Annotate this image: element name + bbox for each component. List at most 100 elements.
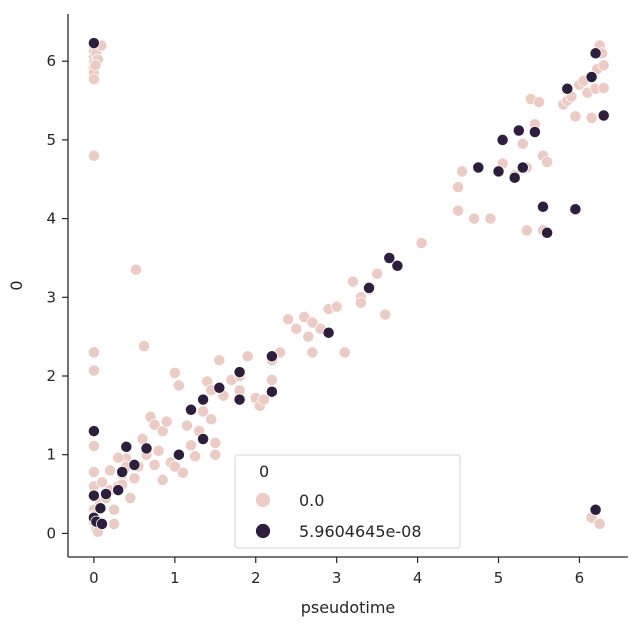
point-s1-29 <box>508 171 521 184</box>
point-s0-109 <box>138 340 151 353</box>
point-s0-126 <box>354 296 367 309</box>
y-tick-label-5: 5 <box>46 131 56 149</box>
point-s0-80 <box>484 212 497 225</box>
point-s0-107 <box>593 517 606 530</box>
point-s1-2 <box>87 489 100 502</box>
point-s1-38 <box>589 47 602 60</box>
x-tick-label-3: 3 <box>332 569 342 587</box>
point-s0-56 <box>241 350 254 363</box>
point-s0-95 <box>569 110 582 123</box>
point-s0-12 <box>87 149 100 162</box>
point-s0-42 <box>168 366 181 379</box>
legend-marker-1 <box>255 523 271 539</box>
point-s0-37 <box>148 418 161 431</box>
y-tick-label-2: 2 <box>46 367 56 385</box>
point-s0-76 <box>452 204 465 217</box>
point-s0-51 <box>209 436 222 449</box>
point-s0-87 <box>533 96 545 109</box>
point-s1-28 <box>496 133 509 146</box>
point-s1-0 <box>87 37 100 50</box>
point-s1-40 <box>589 503 602 516</box>
point-s0-63 <box>290 322 303 335</box>
point-s1-22 <box>322 326 335 339</box>
x-tick-label-1: 1 <box>170 569 180 587</box>
point-s0-116 <box>148 458 161 471</box>
point-s0-119 <box>189 450 202 463</box>
point-s0-70 <box>346 275 359 288</box>
point-s0-40 <box>160 415 173 428</box>
point-s1-25 <box>391 259 404 272</box>
point-s1-12 <box>140 442 153 455</box>
point-s0-105 <box>597 82 610 94</box>
point-s1-23 <box>363 281 375 294</box>
x-axis-label: pseudotime <box>301 598 396 617</box>
x-tick-label-6: 6 <box>575 569 585 587</box>
legend-box <box>234 454 461 549</box>
point-s1-6 <box>96 517 108 530</box>
point-s1-31 <box>516 161 529 174</box>
point-s1-39 <box>597 109 610 122</box>
y-axis-label: 0 <box>7 280 26 290</box>
point-s0-117 <box>156 473 169 486</box>
point-s0-52 <box>213 354 226 367</box>
point-s1-27 <box>492 165 505 178</box>
x-tick-label-4: 4 <box>413 569 423 587</box>
point-s1-15 <box>197 393 210 406</box>
point-s0-66 <box>306 346 319 359</box>
point-s0-112 <box>112 451 125 464</box>
point-s0-60 <box>265 373 278 386</box>
point-s1-32 <box>528 126 541 138</box>
point-s1-33 <box>537 200 549 213</box>
point-s1-9 <box>116 466 129 478</box>
y-tick-label-6: 6 <box>46 52 56 70</box>
point-s0-115 <box>108 503 121 516</box>
axes-layer <box>67 14 628 558</box>
point-s1-18 <box>233 393 246 406</box>
point-s0-31 <box>124 492 137 504</box>
points-layer <box>87 37 610 538</box>
point-s1-8 <box>112 484 125 497</box>
point-s0-69 <box>338 346 351 359</box>
point-s1-37 <box>585 71 598 83</box>
point-s0-43 <box>172 379 185 392</box>
point-s1-21 <box>265 350 278 363</box>
point-s1-34 <box>541 226 554 239</box>
y-tick-label-3: 3 <box>46 288 56 306</box>
point-s1-35 <box>561 82 574 95</box>
point-s0-108 <box>130 263 142 276</box>
point-s0-77 <box>452 181 465 194</box>
point-s0-15 <box>87 440 100 452</box>
point-s1-24 <box>383 252 396 264</box>
point-s1-11 <box>128 458 141 471</box>
point-s1-7 <box>100 488 112 500</box>
point-s0-32 <box>128 472 141 485</box>
point-s0-48 <box>197 405 210 418</box>
point-s1-13 <box>172 448 185 461</box>
legend-label-0: 0.0 <box>299 491 324 510</box>
y-tick-label-0: 0 <box>46 524 56 542</box>
point-s0-46 <box>185 439 197 452</box>
point-s1-30 <box>512 124 525 137</box>
point-s0-78 <box>456 165 469 178</box>
x-tick-label-5: 5 <box>494 569 504 587</box>
point-s0-89 <box>541 155 554 168</box>
y-tick-label-1: 1 <box>46 446 56 464</box>
point-s0-24 <box>96 476 108 489</box>
legend-title: 0 <box>259 462 269 481</box>
point-s0-83 <box>516 137 529 150</box>
point-s0-79 <box>468 212 481 225</box>
point-s0-118 <box>168 460 181 473</box>
point-s1-17 <box>213 381 226 394</box>
point-s0-99 <box>585 111 598 124</box>
point-s1-16 <box>197 433 210 445</box>
point-s0-74 <box>379 308 392 321</box>
point-s0-50 <box>205 413 218 426</box>
point-s0-75 <box>415 237 428 249</box>
legend: 0 0.0 5.9604645e-08 <box>234 454 461 549</box>
legend-marker-0 <box>255 492 271 508</box>
point-s1-19 <box>233 366 246 379</box>
point-s0-7 <box>87 73 100 86</box>
ticks-layer: 0 1 2 3 4 5 6 0 1 2 3 4 5 6 <box>46 52 584 587</box>
x-tick-label-0: 0 <box>89 569 99 587</box>
